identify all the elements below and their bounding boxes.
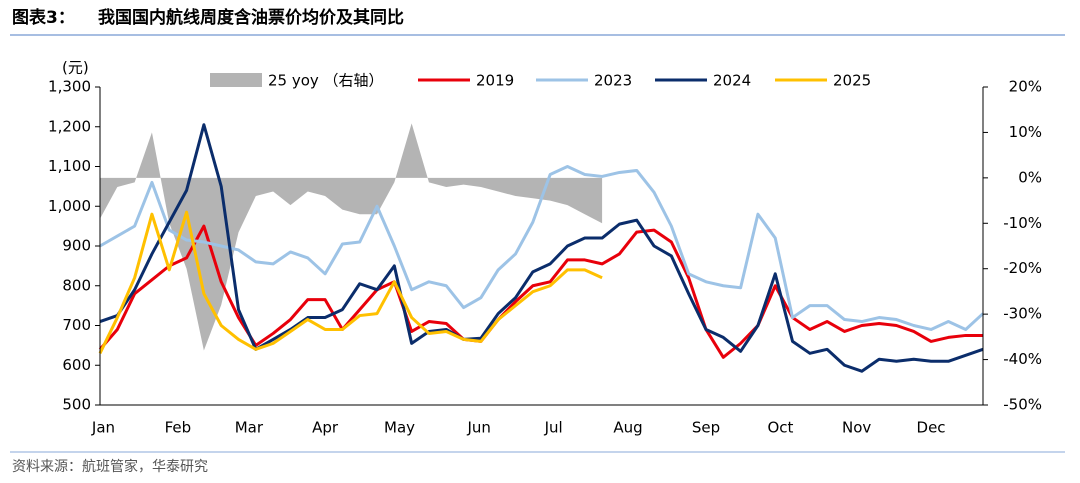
x-tick-label: Feb [165, 419, 192, 437]
chart-title: 我国国内航线周度含油票价均价及其同比 [98, 7, 404, 28]
y2-tick-label: 0% [1018, 168, 1042, 186]
line [99, 123, 984, 373]
legend-label: 25 yoy （右轴） [268, 72, 384, 90]
line [98, 210, 603, 354]
x-tick-label: Jan [91, 419, 115, 437]
y-tick-label: 500 [62, 396, 91, 414]
y2-tick-label: -20% [1003, 259, 1042, 277]
x-tick-label: Mar [235, 419, 264, 437]
x-tick-label: Jun [466, 419, 490, 437]
figure-label: 图表3： [12, 7, 75, 28]
x-tick-label: Dec [917, 419, 946, 437]
x-tick-label: Oct [767, 419, 793, 437]
x-tick-label: Jul [544, 419, 563, 437]
legend-swatch [210, 73, 262, 87]
y-axis-label: (元) [62, 59, 89, 77]
y2-tick-label: -30% [1003, 305, 1042, 323]
y2-tick-label: -50% [1003, 396, 1042, 414]
y2-tick-label: 10% [1009, 123, 1042, 141]
y-tick-label: 600 [62, 356, 91, 374]
y-tick-label: 1,000 [48, 197, 91, 215]
x-tick-label: Apr [312, 419, 339, 437]
y2-tick-label: 20% [1009, 78, 1042, 96]
y-tick-label: 1,200 [48, 117, 91, 135]
legend-label: 2019 [476, 72, 514, 90]
x-tick-label: Sep [692, 419, 720, 437]
y-tick-label: 700 [62, 316, 91, 334]
y-tick-label: 800 [62, 276, 91, 294]
source: 资料来源：航班管家，华泰研究 [12, 458, 208, 475]
y2-tick-label: -10% [1003, 214, 1042, 232]
legend-label: 2023 [594, 72, 632, 90]
area [100, 123, 603, 351]
x-tick-label: May [384, 419, 415, 437]
y-tick-label: 1,100 [48, 157, 91, 175]
y-tick-label: 1,300 [48, 78, 91, 96]
legend-label: 2025 [833, 72, 871, 90]
legend-label: 2024 [713, 72, 751, 90]
y2-tick-label: -40% [1003, 350, 1042, 368]
x-tick-label: Nov [842, 419, 871, 437]
y-tick-label: 900 [62, 237, 91, 255]
x-tick-label: Aug [613, 419, 642, 437]
line [99, 165, 985, 331]
